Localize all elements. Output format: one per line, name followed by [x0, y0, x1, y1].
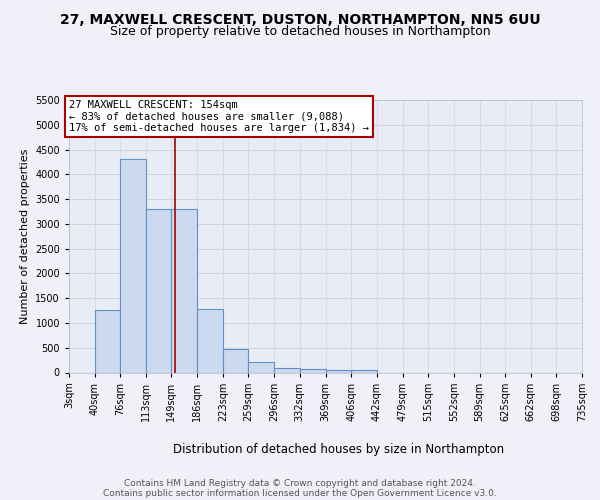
Bar — [95, 310, 120, 372]
Text: Distribution of detached houses by size in Northampton: Distribution of detached houses by size … — [173, 442, 505, 456]
Text: 27, MAXWELL CRESCENT, DUSTON, NORTHAMPTON, NN5 6UU: 27, MAXWELL CRESCENT, DUSTON, NORTHAMPTO… — [59, 12, 541, 26]
Bar — [146, 209, 172, 372]
Bar — [299, 369, 325, 372]
Text: 27 MAXWELL CRESCENT: 154sqm
← 83% of detached houses are smaller (9,088)
17% of : 27 MAXWELL CRESCENT: 154sqm ← 83% of det… — [69, 100, 369, 133]
Y-axis label: Number of detached properties: Number of detached properties — [20, 148, 29, 324]
Text: Contains public sector information licensed under the Open Government Licence v3: Contains public sector information licen… — [103, 489, 497, 498]
Bar — [172, 209, 197, 372]
Bar — [274, 368, 299, 372]
Bar — [352, 370, 377, 372]
Bar — [223, 348, 248, 372]
Bar — [120, 160, 146, 372]
Bar — [197, 309, 223, 372]
Bar — [248, 362, 274, 372]
Text: Size of property relative to detached houses in Northampton: Size of property relative to detached ho… — [110, 25, 490, 38]
Text: Contains HM Land Registry data © Crown copyright and database right 2024.: Contains HM Land Registry data © Crown c… — [124, 479, 476, 488]
Bar — [325, 370, 352, 372]
